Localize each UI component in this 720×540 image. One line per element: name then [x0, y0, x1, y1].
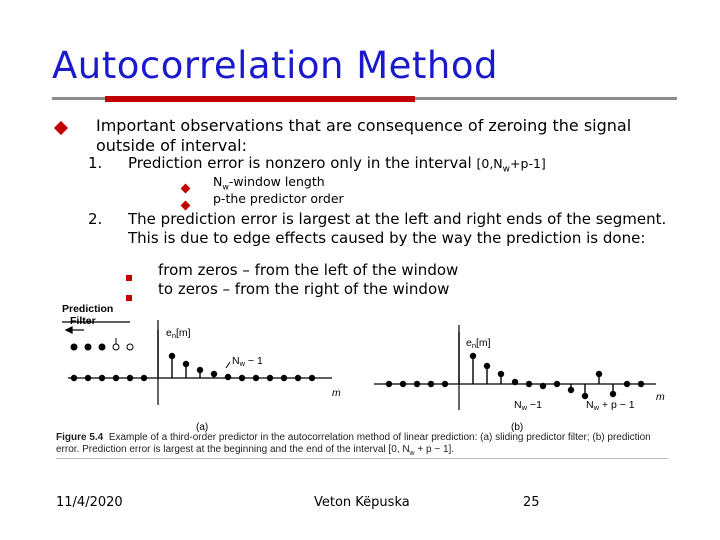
- item-2-number: 2.: [88, 210, 103, 228]
- item-2-sub-2: to zeros – from the right of the window: [158, 280, 450, 298]
- main-bullet-text: Important observations that are conseque…: [96, 116, 676, 156]
- item-1-interval: [0,Nw+p-1]: [476, 156, 546, 175]
- caption-label: Figure 5.4: [56, 432, 104, 443]
- left-marker-label: Nw − 1: [232, 355, 263, 368]
- item-2-sub-1: from zeros – from the left of the window: [158, 261, 459, 279]
- square-bullet-icon: [126, 286, 132, 305]
- panel-b-label: (b): [511, 422, 523, 433]
- caption-text: Example of a third-order predictor in th…: [56, 432, 651, 455]
- item-1-number: 1.: [88, 154, 103, 172]
- right-signal-label: en[m]: [466, 337, 491, 350]
- main-bullet-label: Important observations that are conseque…: [96, 116, 632, 155]
- title-accent-bar: [105, 96, 415, 102]
- figure-caption: Figure 5.4 Example of a third-order pred…: [56, 432, 651, 457]
- footer-page-number: 25: [523, 495, 540, 510]
- footer-author: Veton Këpuska: [314, 495, 410, 510]
- filter-label-2: Filter: [70, 315, 96, 327]
- panel-a-label: (a): [196, 422, 208, 433]
- prediction-error-figure: Prediction Filter en[m] Nw − 1 m: [62, 303, 665, 433]
- caption-divider: [56, 458, 668, 459]
- item-1-sub-1: Nw-window length: [213, 174, 325, 192]
- square-bullet-icon: [126, 266, 132, 285]
- right-marker-1: Nw −1: [514, 399, 542, 412]
- item-2-text: The prediction error is largest at the l…: [128, 210, 667, 247]
- item-1-label: Prediction error is nonzero only in the …: [128, 154, 472, 172]
- right-axis-m: m: [656, 391, 665, 403]
- right-marker-2: Nw + p − 1: [586, 399, 635, 412]
- left-signal-label: en[m]: [166, 327, 191, 340]
- bullet-diamond-icon: [53, 118, 69, 137]
- left-axis-m: m: [332, 387, 341, 399]
- item-1-sub-2: p-the predictor order: [213, 191, 344, 206]
- filter-label-1: Prediction: [62, 303, 113, 315]
- slide-title: Autocorrelation Method: [52, 44, 498, 87]
- item-1-text: Prediction error is nonzero only in the …: [128, 154, 688, 178]
- footer-date: 11/4/2020: [56, 495, 123, 510]
